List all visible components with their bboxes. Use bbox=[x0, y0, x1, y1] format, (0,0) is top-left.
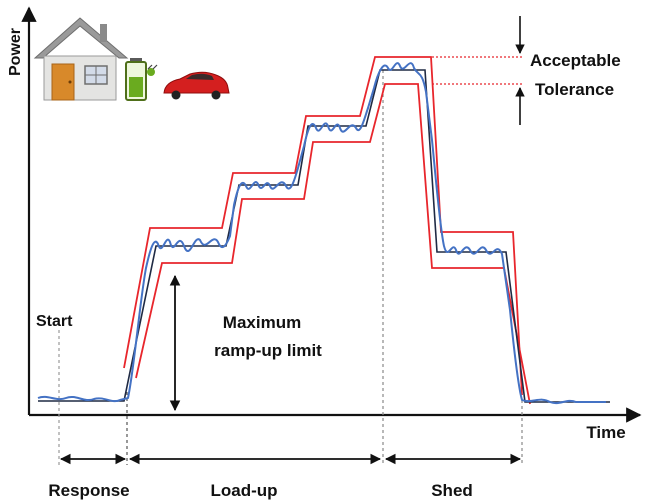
house-icon bbox=[33, 17, 129, 101]
shed-phase-label: Shed bbox=[431, 481, 473, 500]
upper-tolerance-band bbox=[123, 56, 523, 396]
lower-tolerance-band bbox=[135, 83, 531, 405]
y-axis-label: Power bbox=[7, 28, 24, 76]
battery-charging-icon bbox=[125, 58, 158, 101]
start-label: Start bbox=[36, 313, 73, 330]
tolerance-label: Tolerance bbox=[535, 80, 614, 99]
ramp-limit-label-line2: ramp-up limit bbox=[214, 341, 322, 360]
load-up-phase-label: Load-up bbox=[210, 481, 277, 500]
acceptable-label: Acceptable bbox=[530, 51, 621, 70]
reference-power-curve bbox=[38, 69, 610, 403]
electric-car-icon bbox=[163, 71, 230, 100]
ramp-limit-label-line1: Maximum bbox=[223, 313, 301, 332]
x-axis-label: Time bbox=[586, 423, 625, 442]
actual-power-signal bbox=[37, 62, 606, 405]
response-phase-label: Response bbox=[48, 481, 129, 500]
